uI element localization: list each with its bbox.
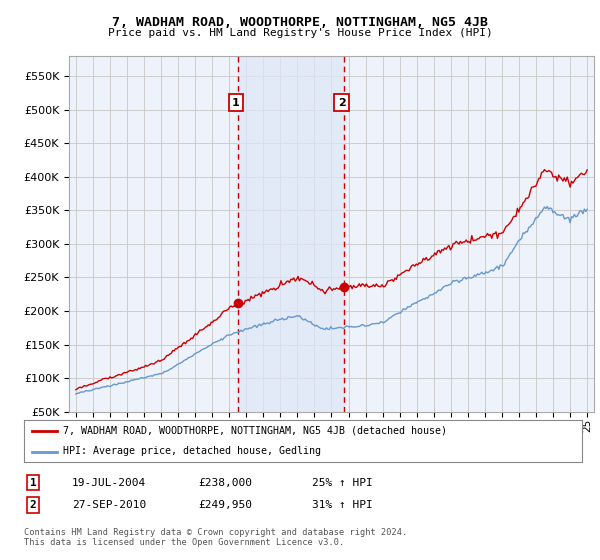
Text: Price paid vs. HM Land Registry's House Price Index (HPI): Price paid vs. HM Land Registry's House … bbox=[107, 28, 493, 38]
Text: 2: 2 bbox=[338, 97, 346, 108]
Text: HPI: Average price, detached house, Gedling: HPI: Average price, detached house, Gedl… bbox=[63, 446, 321, 456]
Text: 19-JUL-2004: 19-JUL-2004 bbox=[72, 478, 146, 488]
Text: 7, WADHAM ROAD, WOODTHORPE, NOTTINGHAM, NG5 4JB: 7, WADHAM ROAD, WOODTHORPE, NOTTINGHAM, … bbox=[112, 16, 488, 29]
Text: 1: 1 bbox=[29, 478, 37, 488]
Text: 2: 2 bbox=[29, 500, 37, 510]
Text: Contains HM Land Registry data © Crown copyright and database right 2024.
This d: Contains HM Land Registry data © Crown c… bbox=[24, 528, 407, 547]
Text: £238,000: £238,000 bbox=[198, 478, 252, 488]
Text: 31% ↑ HPI: 31% ↑ HPI bbox=[312, 500, 373, 510]
Text: 1: 1 bbox=[232, 97, 240, 108]
Text: £249,950: £249,950 bbox=[198, 500, 252, 510]
Text: 25% ↑ HPI: 25% ↑ HPI bbox=[312, 478, 373, 488]
Text: 27-SEP-2010: 27-SEP-2010 bbox=[72, 500, 146, 510]
Text: 7, WADHAM ROAD, WOODTHORPE, NOTTINGHAM, NG5 4JB (detached house): 7, WADHAM ROAD, WOODTHORPE, NOTTINGHAM, … bbox=[63, 426, 447, 436]
Bar bbox=[238, 56, 344, 412]
